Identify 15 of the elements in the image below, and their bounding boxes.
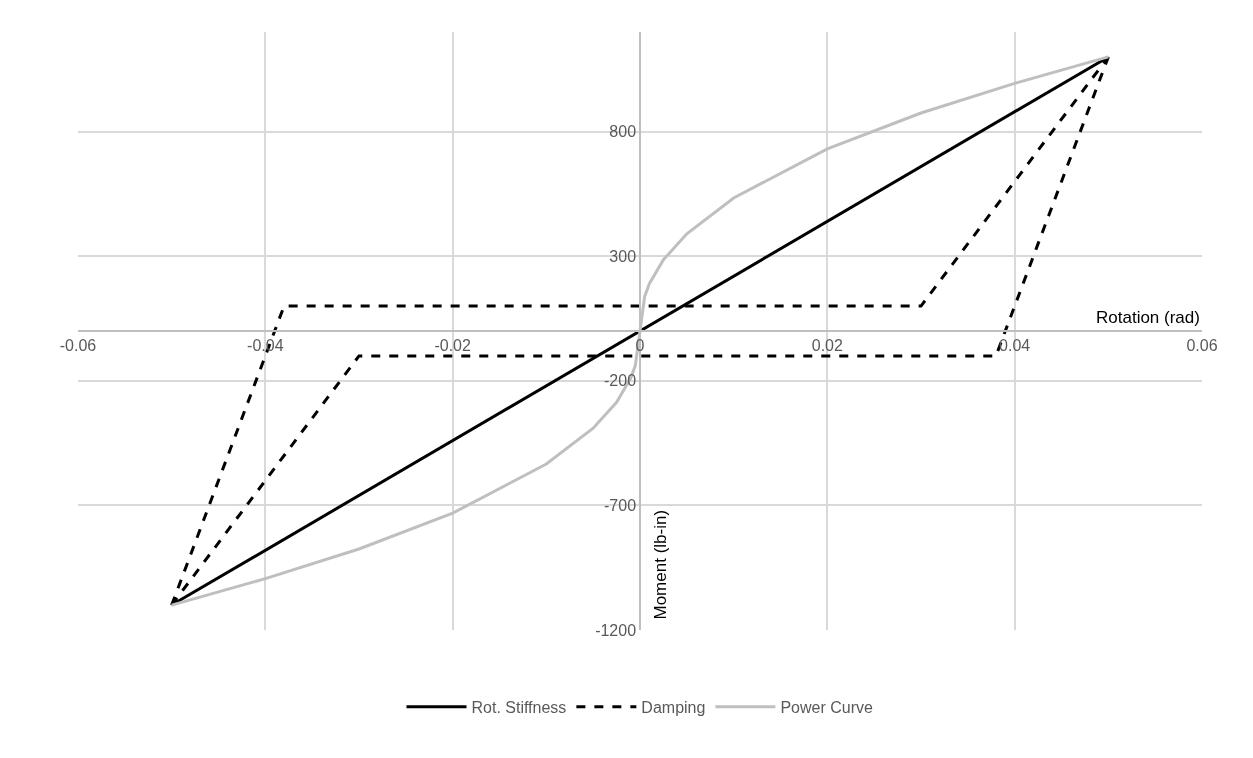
x-tick-label: -0.06 bbox=[59, 336, 97, 354]
x-tick-label: -0.02 bbox=[434, 336, 472, 354]
y-tick-label: -700 bbox=[604, 497, 637, 515]
x-tick-label: 0.02 bbox=[811, 336, 843, 354]
legend-label: Rot. Stiffness bbox=[471, 698, 567, 716]
x-axis-title: Rotation (rad) bbox=[1096, 308, 1200, 327]
legend-label: Damping bbox=[641, 698, 706, 716]
y-tick-label: 800 bbox=[609, 123, 637, 141]
y-tick-label: -1200 bbox=[595, 621, 637, 639]
x-tick-label: 0.06 bbox=[1186, 336, 1218, 354]
legend-label: Power Curve bbox=[780, 698, 873, 716]
y-axis-title: Moment (lb-in) bbox=[650, 509, 670, 620]
y-tick-label: 300 bbox=[609, 247, 637, 265]
y-tick-label: -200 bbox=[604, 372, 637, 390]
x-tick-label: -0.04 bbox=[247, 336, 284, 354]
